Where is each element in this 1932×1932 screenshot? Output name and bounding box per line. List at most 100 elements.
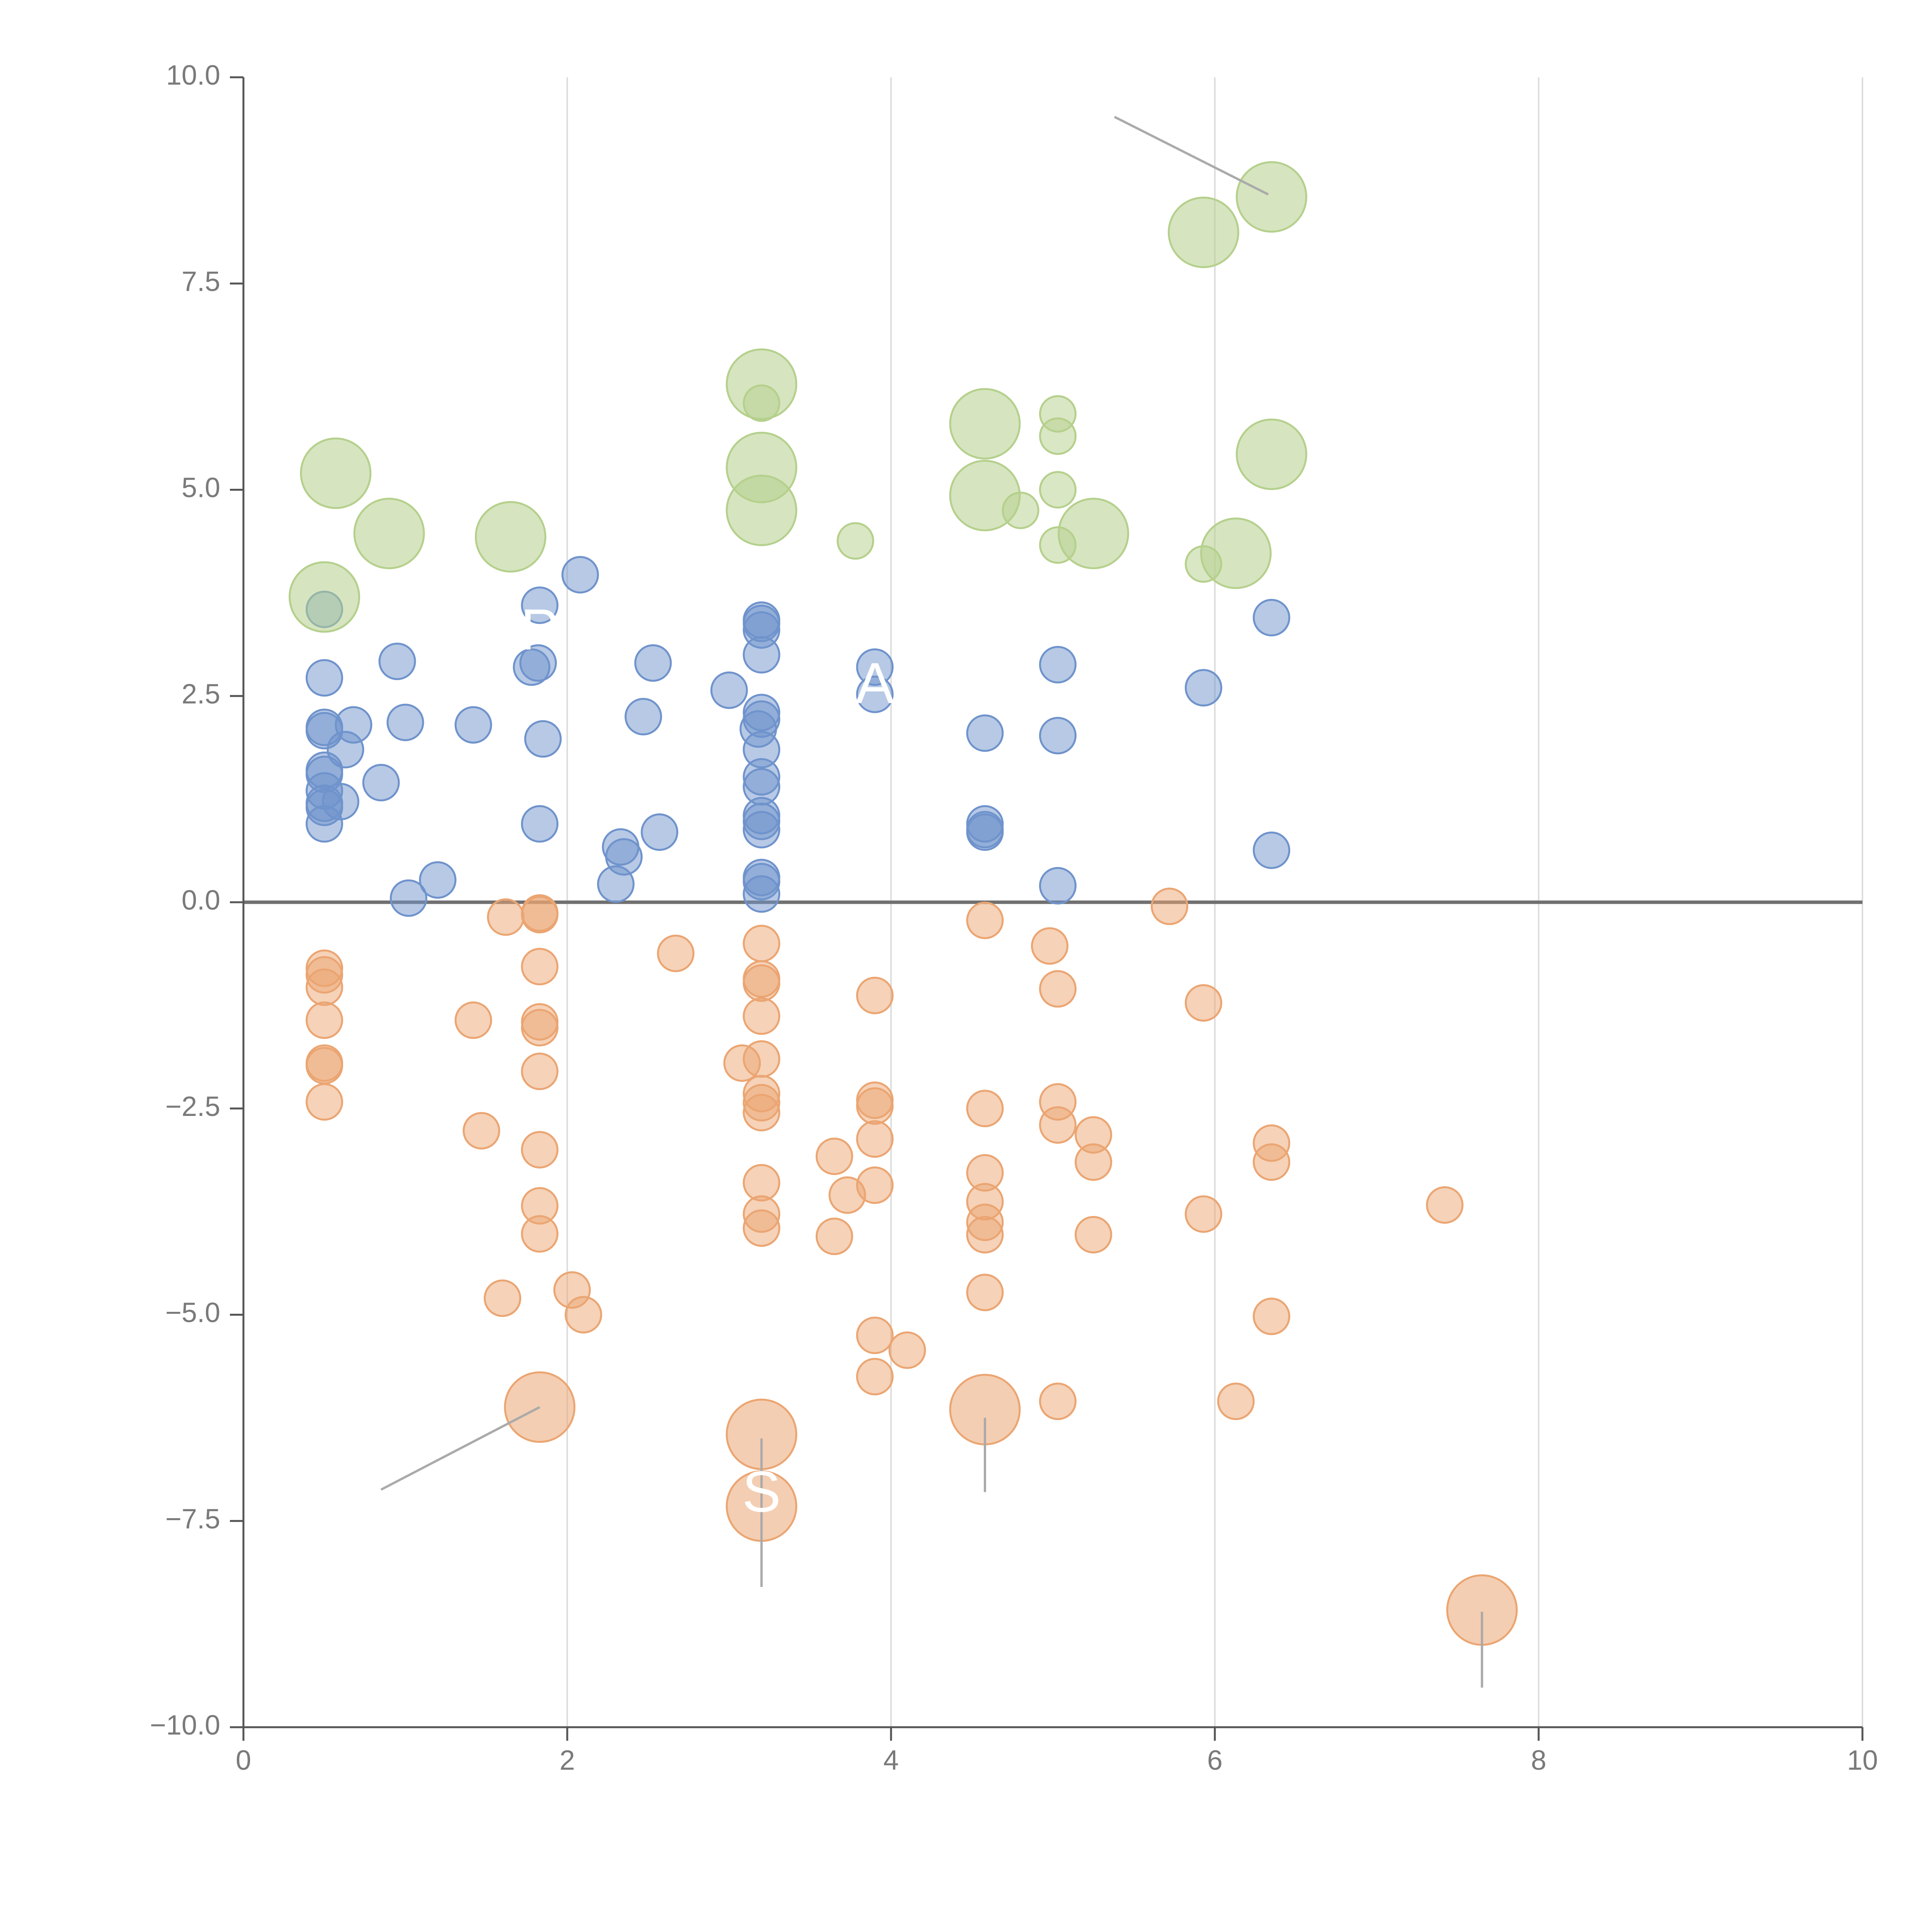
blue-point xyxy=(743,875,781,913)
tick-layer: 0 2 4 6 8 10 −10.0 −7.5 −5.0 −2.5 0.0 2.5 5.0 7.5 10.0 xyxy=(150,60,1878,1776)
orange-point xyxy=(306,1083,343,1121)
orange-point xyxy=(856,976,894,1014)
small-points-layer xyxy=(306,384,1464,1420)
blue-point xyxy=(624,698,662,736)
blue-point xyxy=(306,659,343,697)
annotation-label: A xyxy=(855,651,894,716)
orange-point xyxy=(743,964,781,1002)
orange-point xyxy=(1075,1216,1112,1253)
orange-point xyxy=(1253,1298,1291,1335)
orange-point xyxy=(521,1131,559,1168)
orange-point xyxy=(856,1120,894,1158)
blue-point xyxy=(743,811,781,849)
orange-point xyxy=(966,1090,1004,1128)
blue-point xyxy=(641,813,679,851)
orange-point xyxy=(815,1218,853,1255)
blue-point xyxy=(306,805,343,843)
orange-point xyxy=(1253,1143,1291,1181)
green-highlight-point xyxy=(474,501,546,573)
highlighted-points-layer xyxy=(289,161,1518,1646)
x-tick-label: 8 xyxy=(1531,1745,1546,1776)
orange-point xyxy=(856,1166,894,1204)
blue-point xyxy=(605,838,643,876)
blue-point xyxy=(1253,831,1291,869)
green-highlight-point xyxy=(949,388,1021,460)
orange-point xyxy=(856,1316,894,1354)
y-tick-label: −2.5 xyxy=(165,1091,220,1122)
green-highlight-point xyxy=(1236,161,1308,233)
orange-point xyxy=(306,968,343,1006)
blue-point xyxy=(389,879,427,917)
green-highlight-point xyxy=(1200,517,1272,589)
blue-point xyxy=(966,714,1004,752)
orange-point xyxy=(306,1047,343,1085)
green-highlight-point xyxy=(726,474,798,546)
y-tick-label: 7.5 xyxy=(182,266,220,297)
green-highlight-point xyxy=(726,348,798,420)
orange-point xyxy=(743,925,781,963)
y-tick-label: 2.5 xyxy=(182,679,220,709)
orange-point xyxy=(306,1001,343,1039)
green-highlight-point xyxy=(353,498,425,570)
leader-lines-layer xyxy=(380,116,1483,1688)
blue-point xyxy=(454,706,492,744)
blue-point xyxy=(856,675,894,713)
blue-point xyxy=(1039,646,1077,684)
leader-line xyxy=(380,1406,541,1491)
blue-point xyxy=(743,636,781,673)
orange-point xyxy=(521,1009,559,1047)
green-highlight-point xyxy=(949,459,1021,531)
x-tick-label: 0 xyxy=(236,1745,251,1776)
orange-point xyxy=(1426,1186,1464,1224)
orange-point xyxy=(1039,1383,1077,1420)
orange-point xyxy=(487,898,525,936)
blue-point xyxy=(634,644,672,682)
orange-point xyxy=(565,1296,602,1333)
blue-point xyxy=(1253,599,1291,636)
y-tick-label: 5.0 xyxy=(182,473,220,503)
orange-point xyxy=(966,1216,1004,1253)
orange-point xyxy=(743,1164,781,1202)
orange-point xyxy=(521,1053,559,1090)
x-tick-label: 10 xyxy=(1847,1745,1878,1776)
orange-point xyxy=(1185,1195,1223,1233)
leader-line xyxy=(1114,116,1269,196)
orange-point xyxy=(1217,1383,1255,1420)
green-point xyxy=(1039,417,1077,455)
annotations-layer: A S P xyxy=(520,597,894,1524)
x-tick-label: 4 xyxy=(883,1745,899,1776)
blue-point xyxy=(561,556,599,594)
orange-point xyxy=(966,901,1004,939)
x-tick-label: 2 xyxy=(560,1745,575,1776)
orange-point xyxy=(1039,970,1077,1008)
y-tick-label: 10.0 xyxy=(166,60,220,91)
blue-point xyxy=(710,671,748,709)
orange-point xyxy=(1075,1143,1112,1181)
blue-point xyxy=(1039,717,1077,755)
orange-point xyxy=(856,1087,894,1125)
orange-point xyxy=(723,1044,761,1082)
orange-point xyxy=(521,896,559,934)
x-tick-label: 6 xyxy=(1207,1745,1223,1776)
blue-point xyxy=(362,764,400,801)
orange-point xyxy=(743,1209,781,1247)
green-point xyxy=(837,522,874,560)
blue-point xyxy=(524,720,562,758)
y-tick-label: −10.0 xyxy=(150,1710,220,1741)
blue-point xyxy=(521,805,559,843)
annotation-label: S xyxy=(742,1459,781,1524)
orange-point xyxy=(966,1274,1004,1311)
annotation-label: P xyxy=(520,597,559,662)
blue-point xyxy=(386,704,424,742)
orange-point xyxy=(463,1112,500,1150)
orange-point xyxy=(521,1215,559,1253)
orange-point xyxy=(521,948,559,986)
y-tick-label: −7.5 xyxy=(165,1503,220,1534)
orange-point xyxy=(743,997,781,1035)
green-highlight-point xyxy=(289,561,360,633)
blue-point xyxy=(519,644,557,682)
orange-point xyxy=(1151,888,1189,925)
orange-point xyxy=(743,1094,781,1131)
blue-point xyxy=(419,861,457,899)
orange-point xyxy=(657,934,695,972)
